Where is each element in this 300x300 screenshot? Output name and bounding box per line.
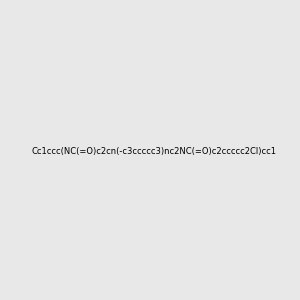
Text: Cc1ccc(NC(=O)c2cn(-c3ccccc3)nc2NC(=O)c2ccccc2Cl)cc1: Cc1ccc(NC(=O)c2cn(-c3ccccc3)nc2NC(=O)c2c…	[31, 147, 276, 156]
